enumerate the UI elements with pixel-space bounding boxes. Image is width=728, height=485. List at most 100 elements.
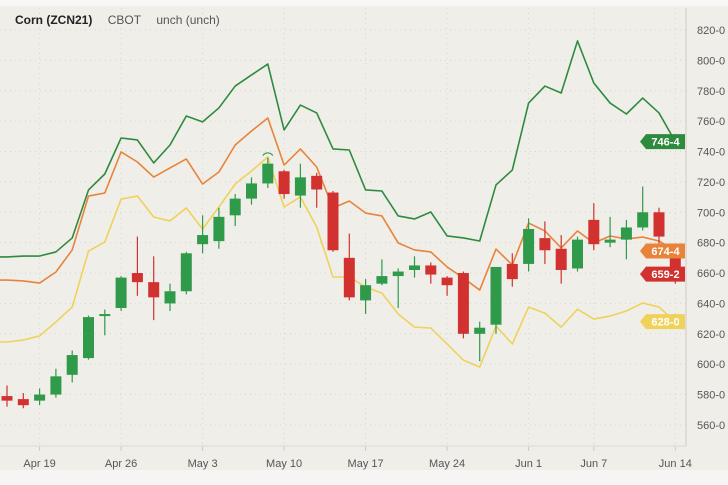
y-tick-label: 640-0 — [697, 298, 725, 310]
candle — [327, 191, 339, 252]
candle — [457, 271, 469, 339]
y-tick-label: 660-0 — [697, 268, 725, 280]
candle — [474, 321, 486, 362]
x-tick-label: May 24 — [429, 458, 465, 470]
candle — [506, 253, 518, 287]
y-tick-label: 780-0 — [697, 86, 725, 98]
candle-body — [180, 253, 192, 292]
candle-body — [669, 248, 681, 275]
candle-body — [620, 227, 632, 240]
candle — [539, 221, 551, 264]
candle-body — [555, 248, 567, 271]
y-tick-label: 720-0 — [697, 177, 725, 189]
candle — [490, 266, 502, 334]
symbol-title: Corn (ZCN21) — [15, 13, 93, 27]
price-tag-bg — [640, 243, 685, 259]
x-tick-label: May 17 — [348, 458, 384, 470]
top-strip — [0, 0, 728, 6]
candle — [83, 315, 94, 360]
candle-body — [278, 171, 290, 195]
x-tick-label: Apr 19 — [23, 458, 55, 470]
y-tick-label: 680-0 — [697, 238, 725, 250]
candle — [262, 157, 274, 188]
price-tag-lower: 628-0 — [640, 314, 685, 330]
candle-body — [392, 271, 404, 277]
candle — [148, 256, 160, 321]
price-tag-middle: 674-4 — [640, 243, 685, 259]
lower-band-line — [0, 156, 676, 368]
candle — [99, 309, 111, 336]
candle — [523, 218, 535, 272]
x-tick-label: Jun 14 — [659, 458, 692, 470]
y-tick-label: 740-0 — [697, 147, 725, 159]
price-tag-label: 628-0 — [651, 317, 679, 329]
price-tag-label: 746-4 — [651, 137, 680, 149]
candle-body — [246, 183, 257, 199]
x-tick-label: May 10 — [266, 458, 302, 470]
candle-body — [34, 394, 46, 401]
candle — [229, 194, 241, 226]
y-tick-label: 560-0 — [697, 420, 725, 432]
candle-body — [343, 257, 355, 298]
price-tag-bg — [640, 314, 685, 330]
candle-body — [131, 273, 143, 283]
candle — [66, 350, 78, 383]
candle — [180, 251, 192, 295]
candle — [34, 388, 46, 406]
price-tag-label: 659-2 — [651, 269, 679, 281]
candle-body — [425, 265, 437, 275]
candle — [620, 219, 632, 260]
candle-body — [539, 238, 551, 251]
candle-body — [17, 399, 29, 406]
candle-body — [66, 355, 78, 375]
candle-body — [99, 314, 111, 317]
candle-body — [1, 396, 13, 401]
price-tag-bg — [640, 266, 685, 282]
y-tick-label: 800-0 — [697, 55, 725, 67]
candle — [311, 172, 323, 208]
candle — [441, 276, 453, 296]
candle — [376, 259, 388, 286]
candle — [425, 262, 437, 284]
candle — [1, 385, 13, 407]
y-tick-label: 700-0 — [697, 207, 725, 219]
upper-band-line — [0, 40, 676, 258]
candle-body — [506, 263, 518, 280]
candle-body — [262, 163, 274, 184]
candle-body — [213, 216, 225, 242]
exchange-label: CBOT — [107, 13, 142, 27]
x-tick-label: Jun 7 — [580, 458, 607, 470]
candle — [115, 276, 127, 312]
candle — [572, 236, 583, 272]
x-tick-label: May 3 — [188, 458, 218, 470]
x-tick-label: Jun 1 — [515, 458, 542, 470]
candle — [278, 169, 290, 199]
candle — [588, 203, 600, 251]
candle-body — [457, 273, 469, 334]
candle — [343, 233, 355, 301]
candle-body — [50, 376, 62, 395]
candle-body — [360, 285, 372, 301]
candle-body — [523, 228, 535, 264]
candle — [131, 236, 143, 296]
candle-body — [148, 282, 160, 298]
price-tag-label: 674-4 — [651, 246, 680, 258]
peak-marker-icon — [262, 152, 274, 156]
candle-body — [490, 266, 502, 325]
candle-body — [409, 265, 420, 271]
candle — [17, 393, 29, 409]
candle — [294, 163, 306, 208]
candle-body — [229, 198, 241, 216]
candle — [555, 235, 567, 284]
candle — [409, 256, 420, 278]
candle-body — [327, 192, 339, 251]
candle — [197, 215, 209, 254]
candle-body — [164, 291, 176, 304]
candle-body — [441, 277, 453, 286]
candle — [50, 368, 62, 398]
candle-body — [572, 239, 583, 269]
price-tag-last: 659-2 — [640, 266, 685, 282]
price-tag-bg — [640, 134, 685, 150]
